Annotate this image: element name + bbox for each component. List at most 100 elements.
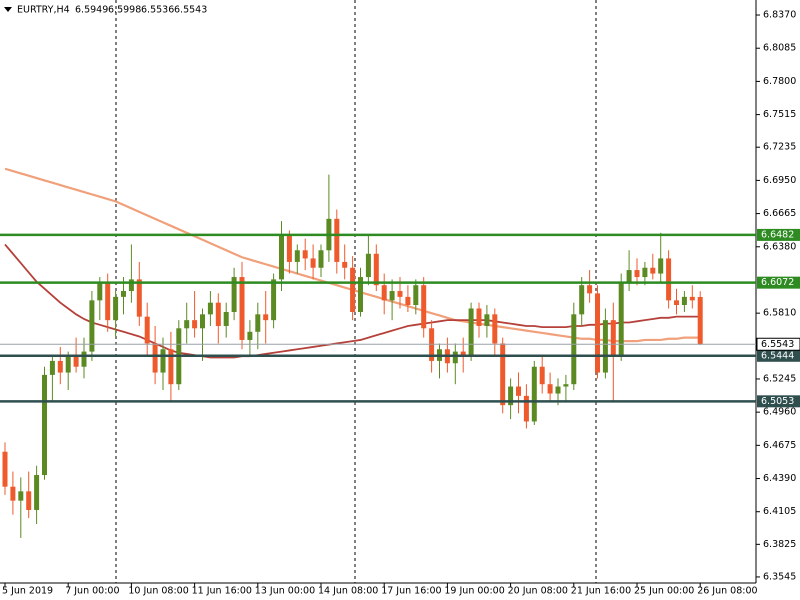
candle-body (405, 296, 411, 306)
candle-body (192, 320, 198, 329)
x-tick-label: 26 Jun 08:00 (697, 586, 757, 597)
candle-body (658, 258, 664, 274)
candle-body (302, 250, 308, 259)
y-tick-label: 6.3825 (763, 539, 796, 550)
candle-body (460, 351, 466, 356)
price-label: 6.6482 (761, 229, 794, 240)
candle-body (144, 316, 150, 344)
candle-body (342, 261, 348, 268)
price-label: 6.5444 (761, 350, 794, 361)
y-tick-label: 6.6665 (763, 208, 796, 219)
y-tick-label: 6.5245 (763, 373, 796, 384)
candle-body (666, 258, 672, 301)
plot-area (2, 167, 703, 538)
y-tick-label: 6.4675 (763, 440, 796, 451)
candle-body (381, 285, 387, 301)
candle-body (105, 281, 111, 321)
candle-body (634, 270, 640, 278)
x-tick-label: 17 Jun 16:00 (381, 586, 441, 597)
candle-body (271, 279, 277, 321)
y-tick-label: 6.7800 (763, 76, 796, 87)
y-tick-label: 6.8085 (763, 43, 796, 54)
candle-body (358, 277, 363, 312)
x-tick-label: 21 Jun 16:00 (571, 586, 631, 597)
candle-body (168, 349, 174, 385)
candle-body (373, 253, 379, 286)
candle-body (10, 486, 16, 501)
candle-body (81, 351, 87, 367)
price-label-box (757, 228, 800, 241)
candle-body (49, 360, 55, 375)
price-label: 6.5053 (761, 396, 794, 407)
candle-body (602, 320, 608, 373)
candle-body (389, 291, 395, 301)
x-tick-label: 13 Jun 00:00 (255, 586, 315, 597)
candle-body (650, 267, 656, 274)
candle-body (215, 302, 221, 326)
candle-body (89, 300, 95, 352)
candle-body (421, 285, 427, 329)
candle-body (484, 314, 490, 326)
menu-triangle[interactable] (4, 7, 12, 12)
candle-body (160, 349, 166, 373)
candle-body (452, 351, 458, 364)
candle-body (413, 285, 419, 306)
candle-body (247, 331, 253, 340)
candle-body (18, 491, 24, 501)
candle-body (97, 281, 103, 301)
candle-body (500, 343, 506, 406)
y-tick-label: 6.5810 (763, 308, 796, 319)
chart-title: EURTRY,H4 (17, 5, 70, 16)
x-tick-label: 11 Jun 16:00 (192, 586, 252, 597)
candle-body (610, 320, 616, 356)
candle-body (279, 235, 284, 280)
ohlc-low: 6.5536 (141, 5, 174, 16)
candle-body (184, 320, 190, 329)
candle-body (231, 277, 237, 312)
candle-body (200, 314, 205, 329)
candle-body (476, 308, 482, 326)
candle-body (113, 296, 119, 321)
candle-body (65, 355, 71, 373)
candle-body (286, 235, 292, 262)
y-tick-label: 6.8370 (763, 10, 796, 21)
price-label-box (757, 276, 800, 289)
candle-body (539, 366, 545, 385)
x-tick-label: 20 Jun 08:00 (508, 586, 568, 597)
price-label: 6.6072 (761, 277, 794, 288)
candle-body (2, 451, 8, 487)
x-tick-label: 7 Jun 00:00 (65, 586, 119, 597)
candle-body (468, 308, 474, 356)
candle-body (350, 267, 356, 312)
price-label-box (757, 395, 800, 408)
candle-body (516, 386, 521, 396)
candle-body (318, 250, 324, 268)
ohlc-high: 6.5998 (108, 5, 141, 16)
price-label-box (757, 349, 800, 362)
candle-body (57, 360, 63, 373)
candle-body (121, 291, 126, 297)
y-tick-label: 6.3545 (763, 571, 796, 582)
y-tick-label: 6.4960 (763, 407, 796, 418)
ohlc-open: 6.5949 (75, 5, 108, 16)
candle-body (492, 314, 498, 344)
candle-body (365, 253, 371, 278)
candle-body (595, 293, 600, 373)
candle-body (689, 296, 695, 301)
y-tick-label: 6.4390 (763, 473, 796, 484)
moving-average (4, 243, 701, 359)
candle-body (508, 386, 514, 406)
candle-body (310, 258, 316, 268)
candle-body (73, 355, 79, 367)
candle-body (626, 270, 632, 282)
candle-body (531, 366, 537, 422)
candle-body (563, 384, 569, 387)
candle-body (34, 475, 40, 510)
x-tick-label: 19 Jun 00:00 (444, 586, 504, 597)
candle-body (255, 314, 261, 332)
candle-body (136, 279, 142, 317)
candle-body (618, 281, 624, 356)
candle-body (223, 311, 229, 326)
x-tick-label: 25 Jun 00:00 (634, 586, 694, 597)
